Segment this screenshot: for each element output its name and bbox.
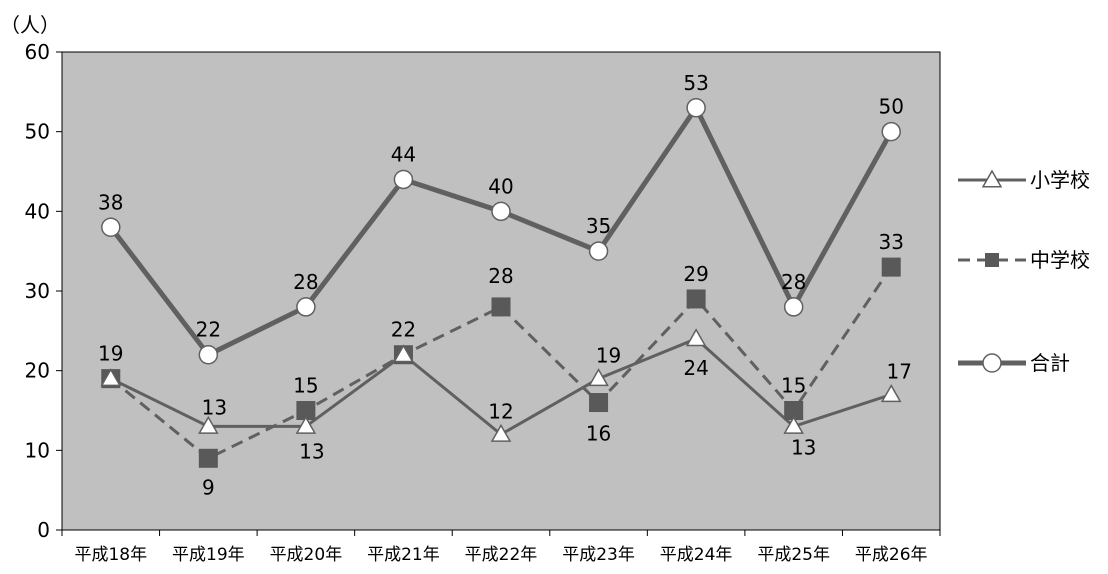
series-line-1 [109, 266, 893, 460]
data-label: 24 [683, 356, 708, 380]
marker-triangle [100, 368, 122, 387]
data-label: 15 [781, 374, 806, 398]
legend-marker [982, 353, 1002, 373]
data-label: 13 [791, 435, 816, 459]
y-tick-label: 30 [25, 279, 50, 303]
data-label: 35 [586, 214, 611, 238]
data-labels: 38 22 28 44 40 35 53 28 50 19 9 15 22 28 16 29 15 33 13 13 1… [98, 71, 912, 500]
x-tick-label: 平成25年 [757, 545, 830, 565]
data-label: 40 [488, 174, 513, 198]
y-tick-label: 0 [37, 518, 50, 542]
legend-label: 小学校 [1030, 168, 1090, 192]
data-label: 33 [878, 230, 903, 254]
x-tick-label: 平成18年 [74, 545, 147, 565]
data-label: 12 [488, 399, 513, 423]
legend-marker [985, 253, 999, 267]
data-label: 19 [596, 344, 621, 368]
x-tick-label: 平成22年 [465, 545, 538, 565]
marker-triangle [588, 368, 609, 387]
data-label: 16 [586, 422, 611, 446]
y-tick-label: 10 [25, 438, 50, 462]
data-label: 28 [781, 270, 806, 294]
data-label: 28 [293, 270, 318, 294]
x-tick-label: 平成19年 [172, 545, 245, 565]
data-label: 50 [878, 95, 903, 119]
data-label: 13 [299, 439, 324, 463]
data-label: 29 [683, 262, 708, 286]
y-axis-unit-label: （人） [0, 13, 60, 37]
data-label: 17 [886, 360, 911, 384]
y-tick-label: 40 [25, 199, 50, 223]
marker-triangle [393, 344, 414, 363]
marker-square [881, 257, 901, 277]
marker-square [198, 448, 218, 468]
marker-circle [491, 201, 511, 222]
data-label: 22 [391, 318, 416, 342]
x-tick-label: 平成26年 [855, 545, 928, 565]
data-label: 38 [98, 190, 123, 214]
y-axis-ticks: 0 10 20 30 40 50 60 [25, 40, 62, 542]
marker-square [686, 289, 706, 309]
marker-circle [588, 241, 609, 261]
marker-triangle [685, 328, 707, 347]
marker-circle [881, 121, 901, 142]
marker-square [491, 297, 511, 317]
data-label: 53 [683, 71, 708, 95]
marker-square [589, 393, 609, 413]
marker-circle [198, 344, 219, 365]
y-tick-label: 20 [25, 359, 50, 383]
x-axis-ticks: 平成18年 平成19年 平成20年 平成21年 平成22年 平成23年 平成24年 平成25年… [61, 530, 941, 565]
x-tick-label: 平成20年 [270, 545, 343, 565]
marker-circle [686, 98, 706, 118]
data-label: 19 [98, 342, 123, 366]
marker-triangle [198, 415, 219, 434]
x-tick-label: 平成23年 [562, 545, 635, 565]
y-tick-label: 60 [25, 40, 50, 64]
marker-circle [296, 297, 316, 317]
marker-triangle [880, 384, 902, 403]
data-label: 28 [488, 264, 513, 288]
data-label: 9 [202, 475, 215, 499]
data-label: 13 [202, 395, 227, 419]
series-markers [100, 98, 902, 468]
marker-circle [101, 217, 121, 238]
y-tick-label: 50 [25, 120, 50, 144]
data-label: 22 [196, 318, 221, 342]
data-label: 15 [293, 374, 318, 398]
x-tick-label: 平成24年 [660, 545, 733, 565]
legend-marker [981, 169, 1003, 188]
marker-triangle [783, 415, 804, 434]
marker-circle [393, 169, 414, 190]
legend-label: 合計 [1030, 351, 1070, 375]
marker-triangle [295, 415, 317, 434]
legend-label: 中学校 [1030, 248, 1090, 272]
marker-circle [783, 297, 804, 317]
data-label: 44 [391, 142, 416, 166]
marker-triangle [490, 423, 512, 442]
x-tick-label: 平成21年 [367, 545, 440, 565]
